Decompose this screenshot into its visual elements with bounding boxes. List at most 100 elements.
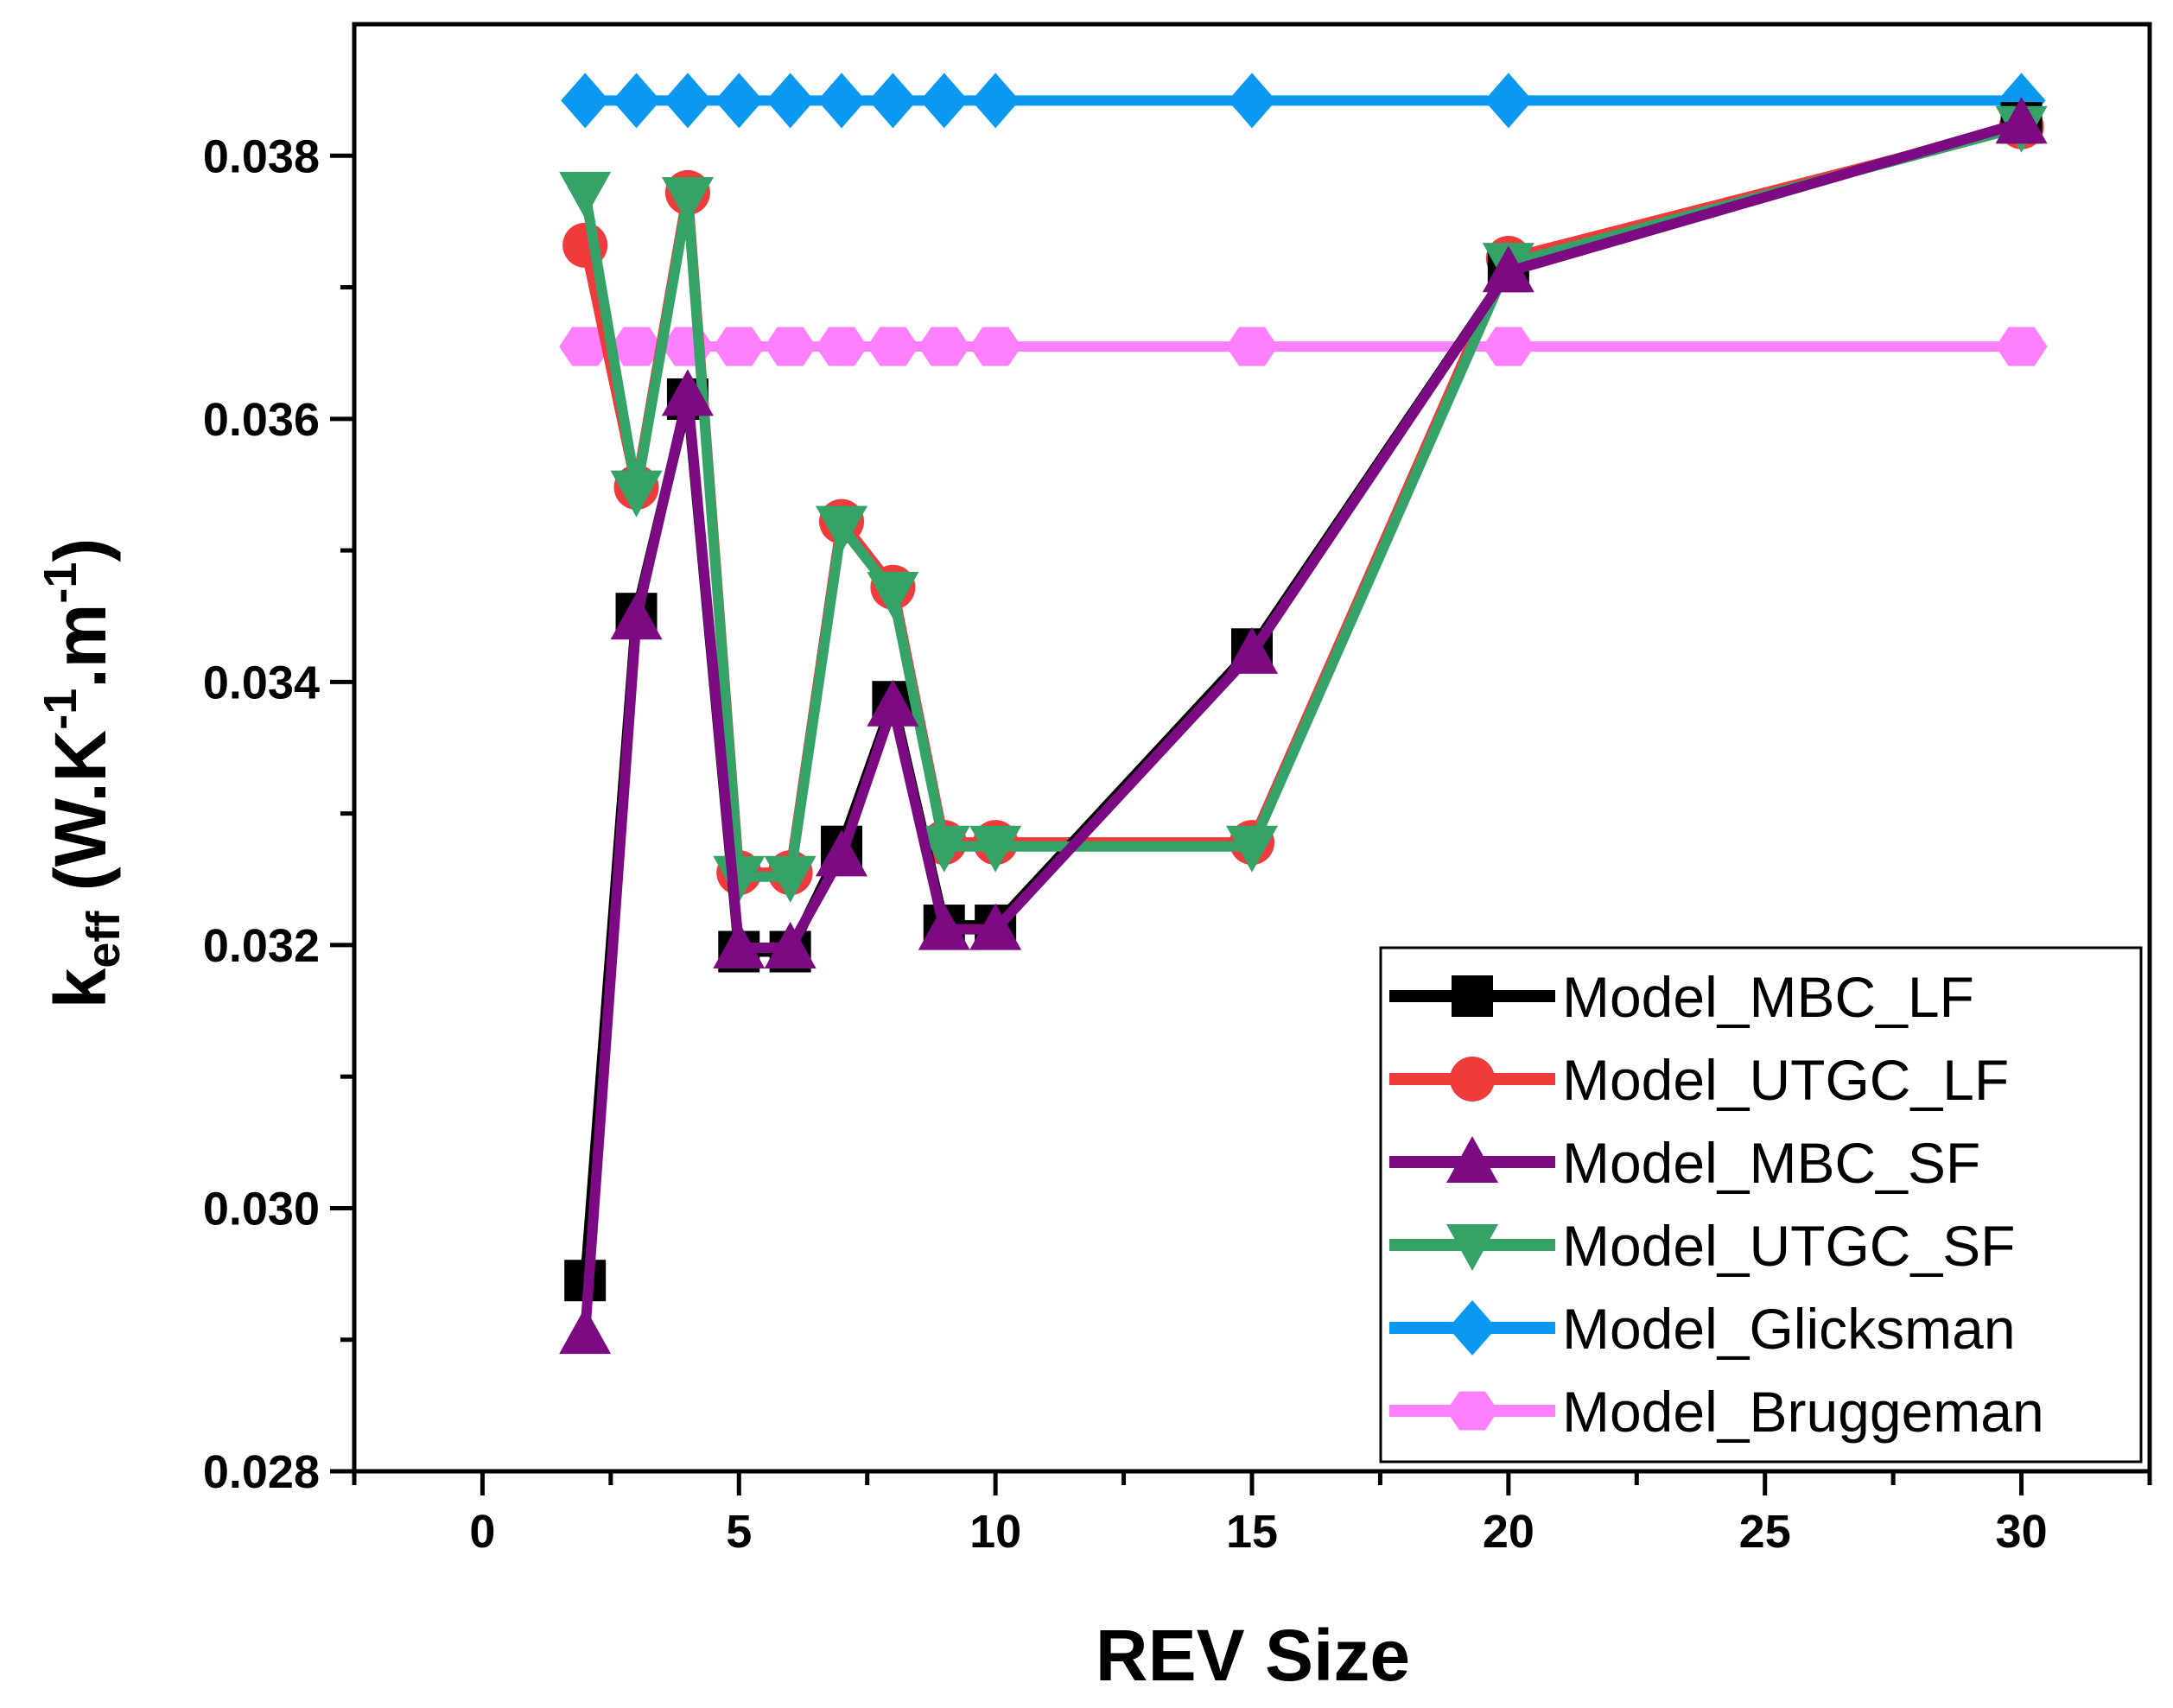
data-point bbox=[971, 73, 1020, 129]
series-Model_Glicksman bbox=[561, 73, 2046, 129]
y-axis-title-base: k bbox=[40, 968, 121, 1008]
series-line bbox=[580, 117, 2024, 1334]
x-tick-label: 10 bbox=[969, 1506, 1021, 1558]
axis-ticks bbox=[330, 153, 2152, 1495]
data-point bbox=[559, 327, 612, 366]
x-tick-label: 30 bbox=[1996, 1506, 2048, 1558]
data-point bbox=[969, 903, 1022, 950]
axis-tick-labels: 0 5 10 15 20 25 30 0.028 0.030 0.032 0.034 0.036 0.0… bbox=[203, 130, 2048, 1558]
legend-item: Model_Bruggeman bbox=[1389, 1380, 2044, 1444]
data-point bbox=[764, 327, 816, 366]
legend-item: Model_MBC_LF bbox=[1389, 965, 1974, 1029]
x-tick-label: 15 bbox=[1226, 1506, 1278, 1558]
y-axis-title-exponent-2: -1 bbox=[35, 562, 86, 604]
data-point bbox=[969, 825, 1022, 873]
legend-label: Model_MBC_SF bbox=[1562, 1131, 1980, 1195]
x-tick-label: 25 bbox=[1739, 1506, 1791, 1558]
data-point bbox=[816, 505, 868, 553]
data-point bbox=[610, 470, 663, 517]
data-point bbox=[1995, 327, 2048, 366]
data-point bbox=[817, 73, 867, 129]
legend-item: Model_MBC_SF bbox=[1389, 1131, 1980, 1195]
y-axis-title-unit-open: (W.K bbox=[40, 730, 121, 911]
legend-label: Model_UTGC_LF bbox=[1562, 1048, 2009, 1112]
data-point bbox=[612, 73, 661, 129]
y-axis-title: keff (W.K-1.m-1) bbox=[35, 538, 130, 1009]
data-point bbox=[559, 171, 612, 219]
y-tick-label: 0.036 bbox=[203, 394, 320, 446]
series-Model_UTGC_LF bbox=[562, 104, 2044, 896]
y-axis-title-unit-close: ) bbox=[40, 538, 121, 562]
data-point bbox=[661, 327, 714, 366]
legend-swatch-marker bbox=[1446, 1136, 1498, 1183]
data-point bbox=[1484, 73, 1533, 129]
legend-label: Model_MBC_LF bbox=[1562, 965, 1974, 1029]
data-point bbox=[919, 73, 969, 129]
legend-item: Model_Glicksman bbox=[1389, 1297, 2016, 1361]
data-point bbox=[918, 825, 970, 873]
legend-swatch-marker bbox=[1446, 1224, 1498, 1271]
data-point bbox=[1226, 825, 1278, 873]
data-point bbox=[1226, 327, 1278, 366]
series-Model_Bruggeman bbox=[559, 327, 2048, 366]
legend-swatch-marker bbox=[1452, 975, 1493, 1017]
legend: Model_MBC_LF Model_UTGC_LF Model_MBC_SF Mod… bbox=[1379, 946, 2143, 1464]
data-point bbox=[663, 73, 712, 129]
data-point bbox=[1226, 626, 1278, 674]
x-tick-label: 5 bbox=[726, 1506, 752, 1558]
data-point bbox=[661, 177, 714, 224]
y-tick-label: 0.034 bbox=[203, 657, 320, 708]
data-point bbox=[610, 327, 663, 366]
data-point bbox=[764, 855, 816, 903]
legend-label: Model_Glicksman bbox=[1562, 1297, 2016, 1361]
data-point bbox=[1482, 327, 1534, 366]
y-axis-title-exponent-1: -1 bbox=[35, 689, 86, 730]
data-point bbox=[1482, 245, 1534, 293]
data-point bbox=[610, 593, 663, 640]
data-point bbox=[559, 1307, 612, 1355]
series-Model_UTGC_SF bbox=[559, 105, 2048, 903]
data-point bbox=[713, 921, 766, 968]
data-point bbox=[715, 73, 764, 129]
data-point bbox=[1995, 97, 2048, 144]
y-tick-label: 0.030 bbox=[203, 1183, 320, 1235]
legend-label: Model_Bruggeman bbox=[1562, 1380, 2044, 1444]
x-tick-label: 0 bbox=[469, 1506, 495, 1558]
legend-swatch-marker bbox=[1450, 1057, 1495, 1102]
data-point bbox=[713, 855, 766, 903]
data-point bbox=[661, 369, 714, 416]
legend-label: Model_UTGC_SF bbox=[1562, 1214, 2016, 1278]
data-point bbox=[868, 73, 918, 129]
data-point bbox=[764, 921, 816, 968]
data-point bbox=[918, 903, 970, 950]
data-point bbox=[867, 571, 919, 619]
data-point bbox=[561, 73, 610, 129]
series-line bbox=[580, 121, 2024, 879]
legend-swatch-marker bbox=[1446, 1391, 1498, 1431]
legend-swatch-marker bbox=[1448, 1300, 1496, 1356]
data-point bbox=[918, 327, 970, 366]
data-point bbox=[867, 679, 919, 727]
data-point bbox=[766, 73, 815, 129]
y-tick-label: 0.028 bbox=[203, 1446, 320, 1498]
data-point bbox=[816, 829, 868, 877]
data-point bbox=[1228, 73, 1276, 129]
data-point bbox=[969, 327, 1022, 366]
y-tick-label: 0.038 bbox=[203, 130, 320, 182]
y-axis-title-subscript: eff bbox=[78, 911, 130, 968]
x-axis-title: REV Size bbox=[1096, 1615, 1410, 1696]
y-axis-title-unit-mid: .m bbox=[40, 604, 121, 689]
legend-box bbox=[1379, 946, 2143, 1464]
data-point bbox=[816, 327, 868, 366]
x-tick-label: 20 bbox=[1483, 1506, 1534, 1558]
y-tick-label: 0.032 bbox=[203, 920, 320, 972]
series-group bbox=[559, 73, 2048, 1355]
legend-item: Model_UTGC_LF bbox=[1389, 1048, 2009, 1112]
data-point bbox=[713, 327, 766, 366]
series-Model_MBC_SF bbox=[559, 97, 2048, 1355]
series-line bbox=[580, 121, 2024, 882]
legend-item: Model_UTGC_SF bbox=[1389, 1214, 2016, 1278]
data-point bbox=[867, 327, 919, 366]
